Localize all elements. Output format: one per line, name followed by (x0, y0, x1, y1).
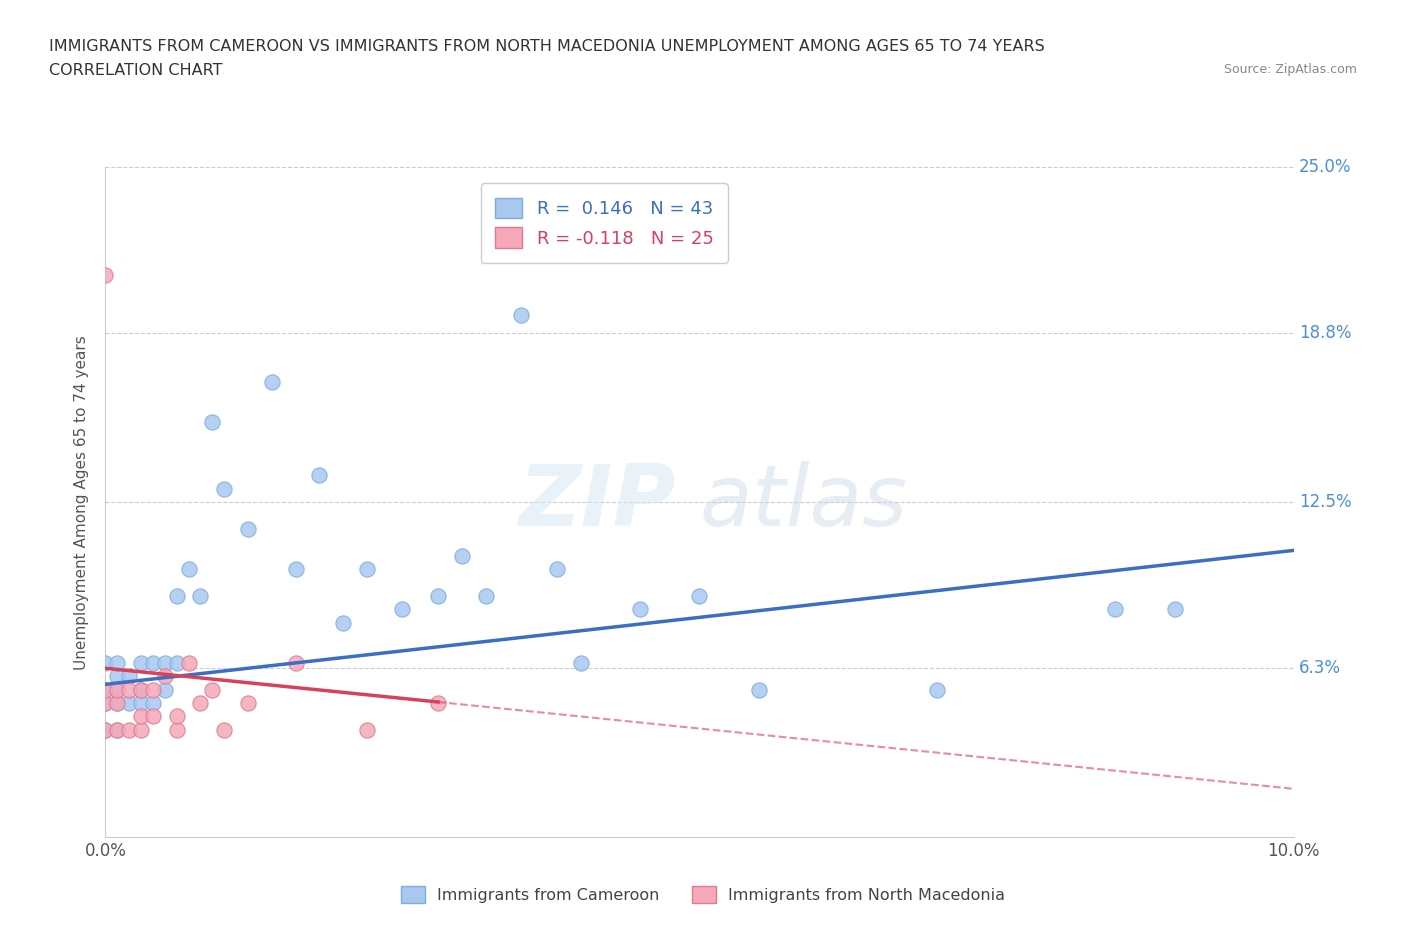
Text: 25.0%: 25.0% (1299, 158, 1351, 177)
Point (214, 482, 236, 497)
Text: IMMIGRANTS FROM CAMEROON VS IMMIGRANTS FROM NORTH MACEDONIA UNEMPLOYMENT AMONG A: IMMIGRANTS FROM CAMEROON VS IMMIGRANTS F… (49, 39, 1045, 54)
Point (105, 669, 128, 684)
Point (105, 723, 128, 737)
Legend: Immigrants from Cameroon, Immigrants from North Macedonia: Immigrants from Cameroon, Immigrants fro… (392, 878, 1014, 910)
Point (236, 522, 259, 537)
Point (129, 683, 152, 698)
Point (927, 683, 949, 698)
Point (391, 602, 413, 617)
Point (94, 723, 117, 737)
Point (166, 589, 188, 604)
Point (118, 683, 141, 698)
Point (94, 723, 117, 737)
Point (546, 562, 568, 577)
Point (284, 656, 307, 671)
Point (166, 656, 188, 671)
Point (94, 696, 117, 711)
Legend: R =  0.146   N = 43, R = -0.118   N = 25: R = 0.146 N = 43, R = -0.118 N = 25 (481, 183, 728, 263)
Text: CORRELATION CHART: CORRELATION CHART (49, 63, 222, 78)
Point (166, 709, 188, 724)
Point (105, 696, 128, 711)
Point (332, 616, 354, 631)
Point (450, 549, 472, 564)
Text: Source: ZipAtlas.com: Source: ZipAtlas.com (1223, 63, 1357, 76)
Point (129, 656, 152, 671)
Text: 18.8%: 18.8% (1299, 325, 1351, 342)
Point (427, 589, 450, 604)
Point (510, 307, 533, 322)
Text: 12.5%: 12.5% (1299, 493, 1351, 512)
Text: 6.3%: 6.3% (1299, 659, 1341, 677)
Point (105, 683, 128, 698)
Point (308, 468, 330, 483)
Point (129, 683, 152, 698)
Point (190, 589, 212, 604)
Point (474, 589, 496, 604)
Point (748, 683, 770, 698)
Point (236, 696, 259, 711)
Point (105, 656, 128, 671)
Point (190, 696, 212, 711)
Point (142, 656, 165, 671)
Point (569, 656, 592, 671)
Point (118, 696, 141, 711)
Text: atlas: atlas (700, 460, 907, 544)
Point (214, 723, 236, 737)
Point (94, 696, 117, 711)
Point (118, 669, 141, 684)
Point (142, 696, 165, 711)
Point (129, 696, 152, 711)
Point (628, 602, 651, 617)
Point (105, 683, 128, 698)
Y-axis label: Unemployment Among Ages 65 to 74 years: Unemployment Among Ages 65 to 74 years (75, 335, 90, 670)
Point (260, 374, 283, 389)
Point (1164, 602, 1187, 617)
Point (94, 656, 117, 671)
Point (129, 723, 152, 737)
Point (177, 562, 200, 577)
Point (105, 723, 128, 737)
Point (356, 723, 378, 737)
Point (105, 696, 128, 711)
Point (94, 267, 117, 282)
Point (1104, 602, 1126, 617)
Point (129, 709, 152, 724)
Point (201, 683, 224, 698)
Point (284, 562, 307, 577)
Point (177, 656, 200, 671)
Point (201, 415, 224, 430)
Point (142, 683, 165, 698)
Point (94, 683, 117, 698)
Point (142, 709, 165, 724)
Point (689, 589, 711, 604)
Point (153, 669, 176, 684)
Point (166, 723, 188, 737)
Point (94, 683, 117, 698)
Point (356, 562, 378, 577)
Point (153, 683, 176, 698)
Text: ZIP: ZIP (517, 460, 676, 544)
Point (118, 723, 141, 737)
Point (427, 696, 450, 711)
Point (153, 656, 176, 671)
